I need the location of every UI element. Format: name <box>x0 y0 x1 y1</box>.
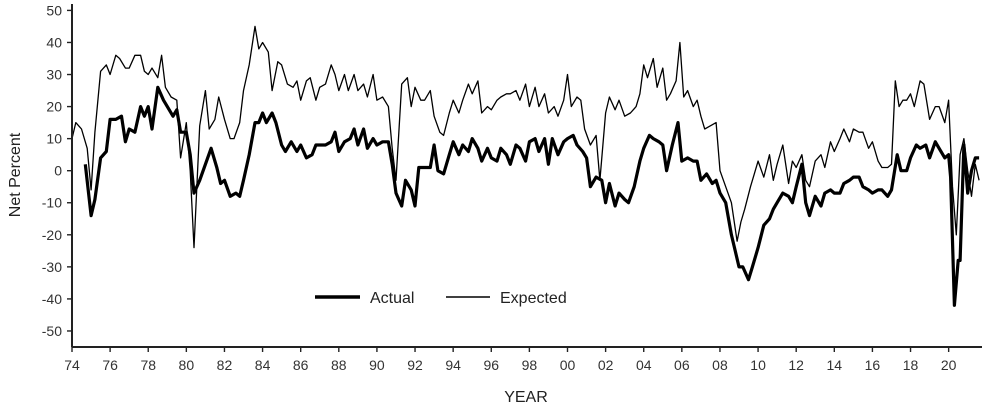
y-tick-label: -10 <box>42 195 62 211</box>
x-tick-label: 94 <box>445 357 461 373</box>
y-axis-ticks: 50 40 30 20 10 0 -10 -20 -30 -40 -50 <box>42 2 72 339</box>
y-tick-label: 20 <box>46 99 62 115</box>
x-tick-label: 86 <box>293 357 309 373</box>
x-axis-ticks: 74 76 78 80 82 84 86 88 90 92 94 96 98 00 02 04 06 08 10 12… <box>64 347 957 373</box>
series-line-expected <box>71 25 980 249</box>
x-tick-label: 16 <box>865 357 881 373</box>
x-tick-label: 06 <box>674 357 690 373</box>
y-tick-label: 50 <box>46 2 62 18</box>
y-axis-title: Net Percent <box>7 132 24 217</box>
x-tick-label: 82 <box>217 357 233 373</box>
x-tick-label: 92 <box>407 357 423 373</box>
x-tick-label: 02 <box>598 357 614 373</box>
y-tick-label: 40 <box>46 34 62 50</box>
x-axis-title: YEAR <box>504 389 548 406</box>
legend-label-actual: Actual <box>370 290 414 307</box>
x-tick-label: 04 <box>636 357 652 373</box>
x-tick-label: 18 <box>903 357 919 373</box>
x-tick-label: 00 <box>560 357 576 373</box>
y-tick-label: -30 <box>42 259 62 275</box>
y-tick-label: -50 <box>42 323 62 339</box>
x-tick-label: 80 <box>179 357 195 373</box>
series-line-actual <box>83 85 980 307</box>
x-tick-label: 08 <box>712 357 728 373</box>
x-tick-label: 98 <box>522 357 538 373</box>
x-tick-label: 96 <box>483 357 499 373</box>
x-tick-label: 78 <box>140 357 156 373</box>
x-tick-label: 10 <box>750 357 766 373</box>
y-tick-label: 0 <box>54 163 62 179</box>
x-tick-label: 88 <box>331 357 347 373</box>
x-tick-label: 20 <box>941 357 957 373</box>
x-tick-label: 12 <box>788 357 804 373</box>
y-tick-label: 10 <box>46 131 62 147</box>
legend: Actual Expected <box>315 290 567 307</box>
y-tick-label: -40 <box>42 291 62 307</box>
legend-label-expected: Expected <box>500 290 567 307</box>
x-tick-label: 14 <box>827 357 843 373</box>
y-tick-label: 30 <box>46 67 62 83</box>
x-tick-label: 76 <box>102 357 118 373</box>
series-layer <box>71 25 980 307</box>
y-tick-label: -20 <box>42 227 62 243</box>
x-tick-label: 84 <box>255 357 271 373</box>
x-tick-label: 90 <box>369 357 385 373</box>
x-tick-label: 74 <box>64 357 80 373</box>
